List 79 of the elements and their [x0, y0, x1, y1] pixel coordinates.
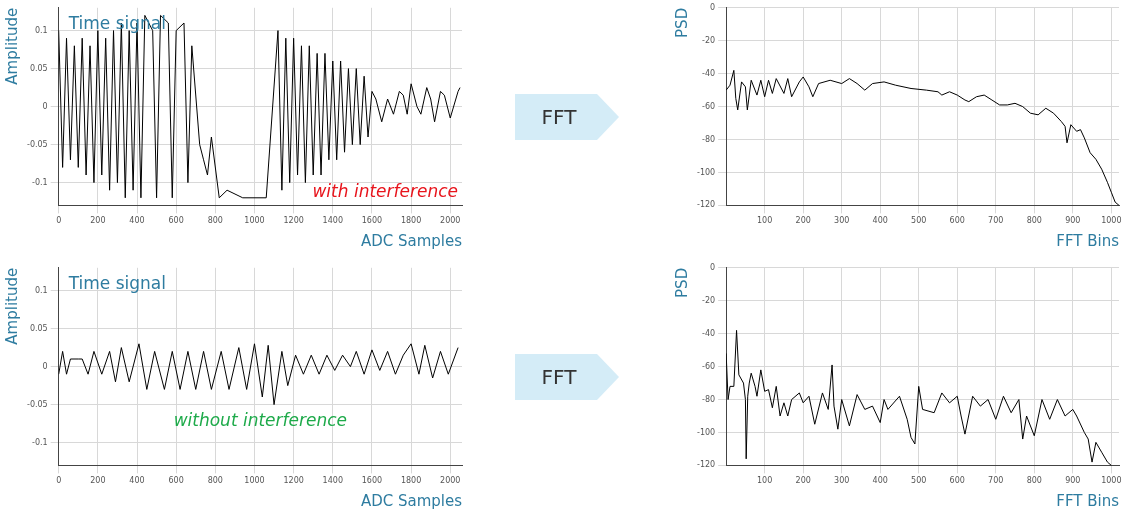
x-tick-label: 700 — [988, 216, 1004, 226]
y-tick-label: -0.1 — [32, 437, 48, 447]
text: FFT — [540, 104, 578, 132]
x-tick-label: 100 — [757, 216, 773, 226]
x-tick-label: 800 — [207, 476, 223, 486]
x-tick-label: 2000 — [440, 216, 461, 226]
x-axis-title: FFT Bins — [1056, 491, 1120, 510]
x-tick-label: 2000 — [440, 476, 461, 486]
x-tick-label: 200 — [795, 216, 811, 226]
y-tick-label: -100 — [697, 427, 716, 437]
x-tick-label: 800 — [207, 216, 223, 226]
y-tick-label: -20 — [702, 295, 716, 305]
y-tick-label: 0.1 — [34, 25, 48, 35]
x-tick-label: 800 — [1026, 216, 1042, 226]
x-axis-title: FFT Bins — [1056, 231, 1120, 250]
x-tick-label: 100 — [757, 476, 773, 486]
x-tick-label: 1800 — [400, 476, 422, 486]
x-axis-title: ADC Samples — [360, 231, 463, 250]
x-tick-label: 800 — [1026, 476, 1042, 486]
y-tick-label: -40 — [702, 68, 716, 78]
y-tick-label: 0 — [42, 361, 48, 371]
x-tick-label: 600 — [168, 476, 184, 486]
y-tick-label: -60 — [702, 361, 716, 371]
y-tick-label: -80 — [702, 134, 716, 144]
y-tick-label: -0.1 — [32, 177, 48, 187]
x-tick-label: 500 — [911, 476, 927, 486]
y-tick-label: 0 — [710, 2, 716, 12]
y-tick-label: -0.05 — [27, 399, 48, 409]
x-tick-label: 200 — [795, 476, 811, 486]
y-tick-label: -100 — [697, 167, 716, 177]
x-tick-label: 500 — [911, 216, 927, 226]
x-tick-label: 200 — [90, 476, 106, 486]
y-tick-label: 0 — [710, 262, 716, 272]
y-tick-label: 0.05 — [29, 63, 48, 73]
annotation: without interference — [173, 410, 348, 431]
x-tick-label: 1800 — [400, 216, 422, 226]
x-tick-label: 300 — [834, 216, 850, 226]
y-axis-title: PSD — [672, 267, 691, 298]
x-tick-label: 1200 — [283, 216, 304, 226]
y-tick-label: -40 — [702, 328, 716, 338]
annotation: with interference — [312, 181, 458, 202]
y-tick-label: 0.1 — [34, 285, 48, 295]
x-tick-label: 0 — [56, 216, 62, 226]
x-tick-label: 200 — [90, 216, 106, 226]
y-tick-label: 0.05 — [29, 323, 48, 333]
annotation: Time signal — [67, 272, 166, 293]
x-tick-label: 900 — [1065, 476, 1081, 486]
x-tick-label: 0 — [56, 476, 62, 486]
y-axis-title: PSD — [672, 7, 691, 38]
text: FFT — [540, 364, 578, 392]
y-tick-label: -60 — [702, 101, 716, 111]
x-tick-label: 400 — [129, 476, 145, 486]
y-tick-label: -20 — [702, 35, 716, 45]
x-tick-label: 1600 — [361, 216, 383, 226]
x-tick-label: 900 — [1065, 216, 1081, 226]
y-tick-label: -120 — [697, 460, 716, 470]
y-tick-label: -120 — [697, 200, 716, 210]
y-tick-label: -0.05 — [27, 139, 48, 149]
y-tick-label: -80 — [702, 394, 716, 404]
x-tick-label: 1000 — [1101, 216, 1122, 226]
x-tick-label: 1600 — [361, 476, 383, 486]
x-tick-label: 600 — [168, 216, 184, 226]
x-tick-label: 1000 — [244, 216, 265, 226]
y-axis-title: Amplitude — [2, 7, 21, 85]
y-tick-label: 0 — [42, 101, 48, 111]
x-tick-label: 300 — [834, 476, 850, 486]
x-tick-label: 1000 — [1101, 476, 1122, 486]
x-tick-label: 400 — [872, 216, 888, 226]
x-axis-title: ADC Samples — [360, 491, 463, 510]
x-tick-label: 400 — [872, 476, 888, 486]
x-tick-label: 1400 — [322, 476, 343, 486]
x-tick-label: 600 — [949, 216, 965, 226]
x-tick-label: 600 — [949, 476, 965, 486]
x-tick-label: 1400 — [322, 216, 343, 226]
x-tick-label: 1200 — [283, 476, 304, 486]
x-tick-label: 400 — [129, 216, 145, 226]
y-axis-title: Amplitude — [2, 267, 21, 345]
x-tick-label: 700 — [988, 476, 1004, 486]
x-tick-label: 1000 — [244, 476, 265, 486]
